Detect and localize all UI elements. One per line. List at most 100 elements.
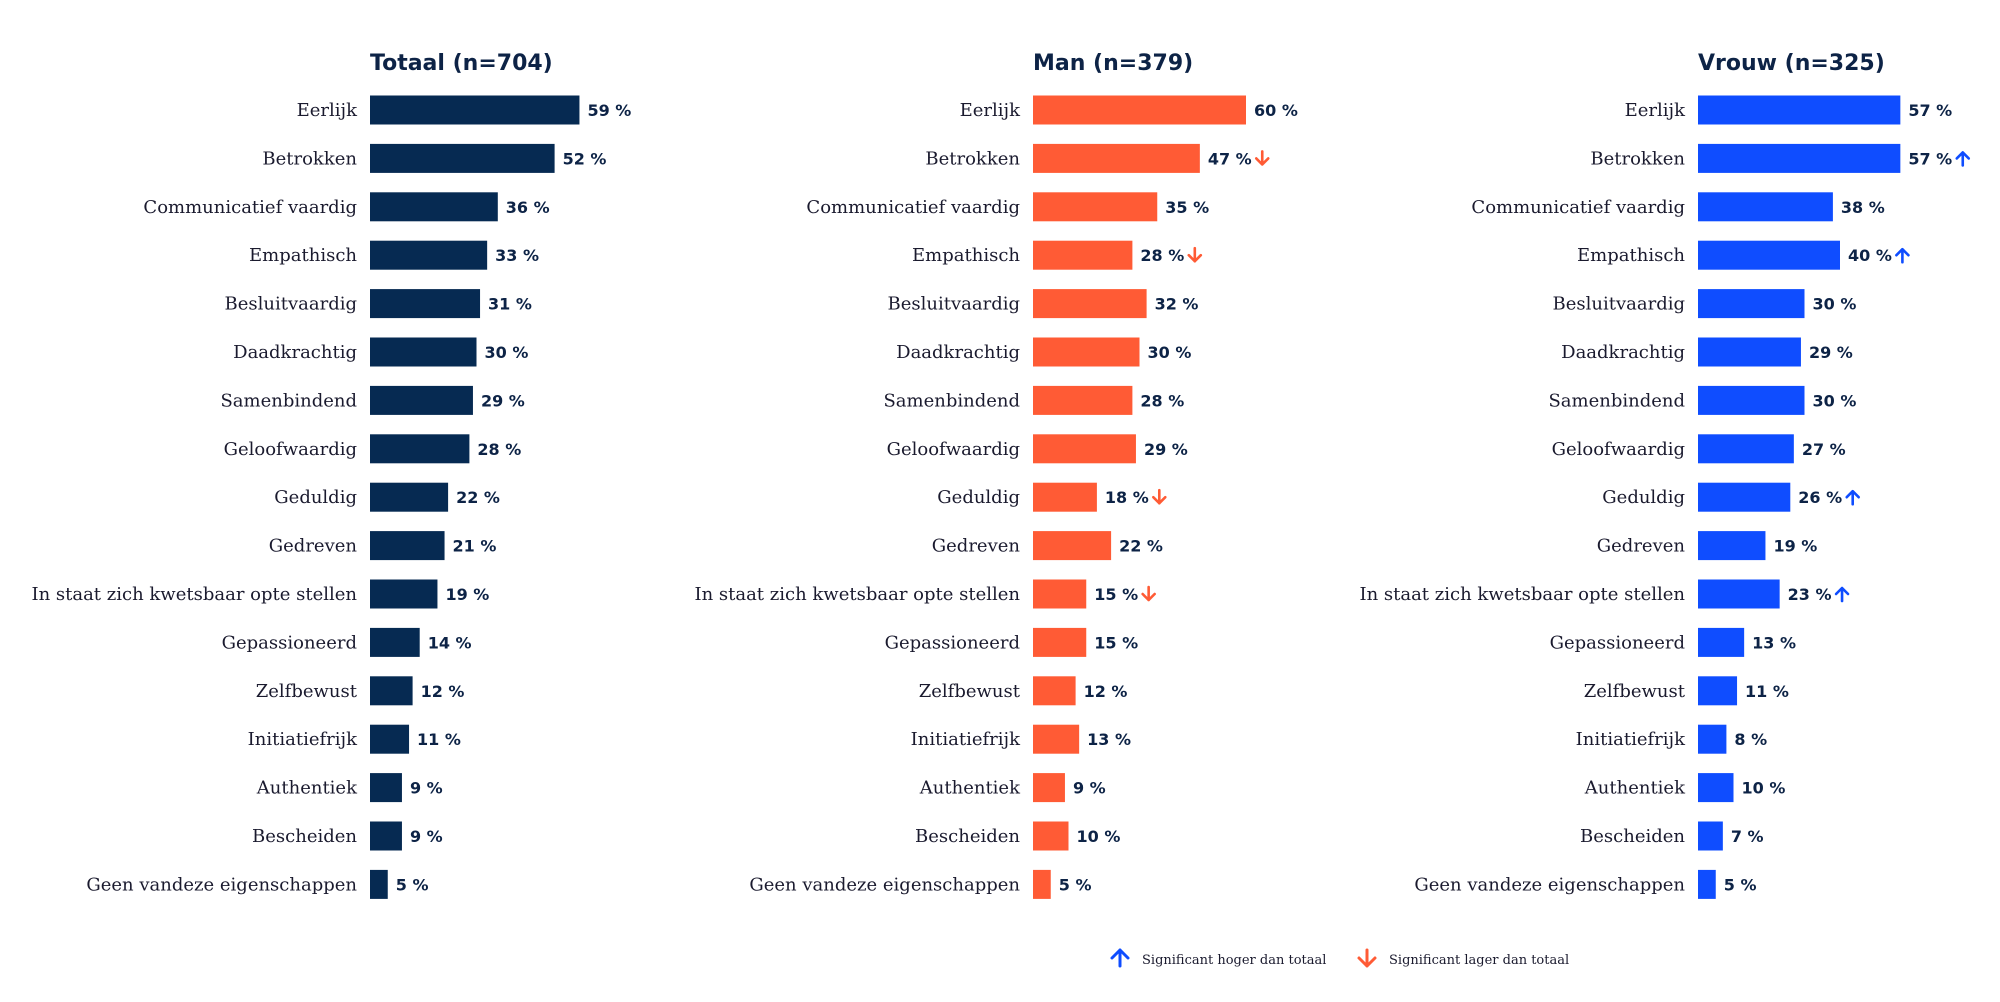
bar-row: Gedreven 22 % — [932, 531, 1163, 561]
bar — [1698, 434, 1794, 464]
value-label: 13 % — [1752, 633, 1796, 652]
bar-row: Besluitvaardig 30 % — [1553, 289, 1857, 319]
value-label: 22 % — [456, 488, 500, 507]
value-label: 29 % — [1809, 343, 1853, 362]
category-label: Authentiek — [1584, 778, 1686, 799]
category-label: Zelfbewust — [1584, 681, 1686, 702]
bar-row: Samenbindend 30 % — [1548, 385, 1857, 415]
arrow-down-icon — [1141, 585, 1156, 602]
value-label: 26 % — [1798, 488, 1842, 507]
bar-row: Daadkrachtig 30 % — [896, 337, 1191, 367]
bar — [1698, 482, 1791, 512]
value-label: 33 % — [495, 246, 539, 265]
value-label: 15 % — [1094, 585, 1138, 604]
value-label: 30 % — [1813, 295, 1857, 314]
category-label: Samenbindend — [883, 390, 1020, 411]
value-label: 23 % — [1788, 585, 1832, 604]
legend-down-item: Significant lager dan totaal — [1357, 948, 1569, 968]
category-label: Daadkrachtig — [896, 342, 1020, 363]
category-label: Betrokken — [925, 148, 1020, 169]
value-label: 5 % — [1724, 875, 1757, 894]
category-label: Geduldig — [1602, 487, 1685, 508]
arrow-up-icon — [1955, 151, 1971, 167]
bar — [1033, 531, 1112, 561]
bar — [1698, 240, 1840, 270]
category-label: Geen vandeze eigenschappen — [749, 874, 1020, 895]
category-label: Gedreven — [1597, 536, 1686, 557]
category-label: Besluitvaardig — [1553, 294, 1686, 315]
bar — [1033, 337, 1140, 367]
bar-row: Besluitvaardig 31 % — [225, 289, 532, 319]
bar-row: Communicatief vaardig 36 % — [143, 192, 550, 222]
bar — [1698, 821, 1723, 851]
category-label: Authentiek — [256, 778, 358, 799]
category-label: Samenbindend — [1548, 390, 1685, 411]
value-label: 22 % — [1119, 537, 1163, 556]
category-label: Daadkrachtig — [233, 342, 357, 363]
value-label: 10 % — [1077, 827, 1121, 846]
bar-row: Geloofwaardig 29 % — [887, 434, 1188, 464]
value-label: 9 % — [410, 779, 443, 798]
value-label: 21 % — [453, 537, 497, 556]
bar-row: Eerlijk 60 % — [960, 95, 1298, 125]
category-label: Gepassioneerd — [222, 632, 357, 653]
bar-row: Zelfbewust 11 % — [1584, 676, 1789, 706]
category-label: Betrokken — [262, 148, 357, 169]
bar — [370, 95, 580, 125]
bar-row: Geloofwaardig 27 % — [1552, 434, 1846, 464]
bar-row: Geduldig 22 % — [274, 482, 500, 512]
category-label: Eerlijk — [297, 100, 358, 121]
bar — [1033, 579, 1087, 609]
bar-row: Geduldig 18 % — [937, 482, 1167, 512]
bar-row: Betrokken 52 % — [262, 143, 606, 173]
bar-row: Empathisch 28 % — [912, 240, 1203, 270]
category-label: Samenbindend — [220, 390, 357, 411]
category-label: Eerlijk — [1625, 100, 1686, 121]
bar-row: Samenbindend 28 % — [883, 385, 1184, 415]
value-label: 29 % — [481, 391, 525, 410]
arrow-up-icon — [1845, 489, 1860, 506]
category-label: Daadkrachtig — [1561, 342, 1685, 363]
value-label: 13 % — [1087, 730, 1131, 749]
arrow-down-icon — [1152, 488, 1167, 505]
value-label: 15 % — [1094, 633, 1138, 652]
value-label: 57 % — [1908, 101, 1952, 120]
value-label: 32 % — [1155, 295, 1199, 314]
bar-row: Empathisch 40 % — [1577, 240, 1910, 270]
arrow-down-icon — [1254, 150, 1270, 166]
value-label: 30 % — [1813, 391, 1857, 410]
bar — [370, 821, 402, 851]
bar — [370, 434, 470, 464]
category-label: Gepassioneerd — [1550, 632, 1685, 653]
arrow-up-icon — [1834, 586, 1850, 603]
category-label: Betrokken — [1590, 148, 1685, 169]
bar-row: Betrokken 57 % — [1590, 143, 1971, 173]
value-label: 8 % — [1734, 730, 1767, 749]
bar-row: Initiatiefrijk 11 % — [248, 724, 461, 754]
bar — [370, 531, 445, 561]
category-label: Authentiek — [919, 778, 1021, 799]
category-label: Communicatief vaardig — [806, 197, 1020, 218]
value-label: 60 % — [1254, 101, 1298, 120]
bar-row: Eerlijk 59 % — [297, 95, 631, 125]
bar — [1698, 773, 1734, 803]
category-label: Gedreven — [269, 536, 358, 557]
bar-row: Besluitvaardig 32 % — [888, 289, 1199, 319]
bar — [1698, 95, 1901, 125]
bar-row: Zelfbewust 12 % — [919, 676, 1127, 706]
bar-row: Gepassioneerd 13 % — [1550, 627, 1796, 657]
value-label: 11 % — [1745, 682, 1789, 701]
category-label: Empathisch — [249, 245, 357, 266]
bar — [370, 192, 498, 222]
bar-row: Bescheiden 9 % — [252, 821, 443, 851]
bar — [1033, 773, 1065, 803]
bar — [370, 724, 410, 754]
category-label: Geen vandeze eigenschappen — [1414, 874, 1685, 895]
bar-row: Geduldig 26 % — [1602, 482, 1860, 512]
bar — [1033, 724, 1080, 754]
value-label: 19 % — [1773, 537, 1817, 556]
bar — [1698, 627, 1745, 657]
category-label: Geduldig — [274, 487, 357, 508]
category-label: Initiatiefrijk — [1576, 729, 1686, 750]
bar — [1033, 627, 1087, 657]
